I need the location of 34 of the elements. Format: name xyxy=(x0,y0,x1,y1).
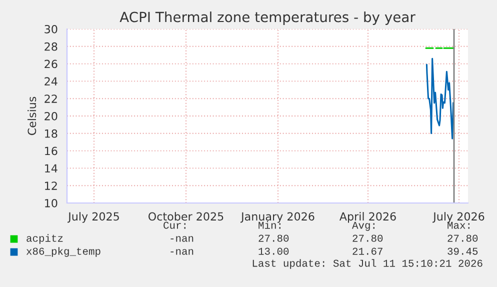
x-tick-label: April 2026 xyxy=(339,212,396,223)
y-tick-label: 26 xyxy=(44,60,58,68)
y-tick-label: 18 xyxy=(45,129,58,138)
text: 39.45 xyxy=(448,248,478,255)
y-tick-label: 30 xyxy=(44,24,58,34)
text: Last update: Sat Jul 11 15:10:21 2026 xyxy=(252,259,482,269)
text: Max: xyxy=(448,222,470,229)
y-tick-label: 10 xyxy=(45,198,58,208)
line-series xyxy=(426,58,454,140)
x-tick-label: July 2026 xyxy=(432,212,484,223)
x-tick-label: October 2025 xyxy=(148,212,224,221)
y-tick-label: 22 xyxy=(44,94,57,103)
text: 13.00 xyxy=(258,248,289,255)
text: 27.80 xyxy=(258,234,289,242)
legend-label: x86_pkg_temp xyxy=(26,247,100,257)
text: Cur: xyxy=(164,222,186,229)
legend-label: acpitz xyxy=(26,234,63,244)
text: -nan xyxy=(170,249,194,255)
x-tick-label: July 2025 xyxy=(68,212,119,223)
text: 27.80 xyxy=(352,234,383,242)
y-axis-title: Celsius xyxy=(28,96,36,136)
y-tick-label: 24 xyxy=(44,77,58,86)
y-tick-label: 16 xyxy=(45,146,58,156)
text: -nan xyxy=(170,236,194,242)
y-tick-label: 20 xyxy=(44,112,58,120)
chart-title: ACPI Thermal zone temperatures - by year xyxy=(120,12,416,25)
x-tick-label: January 2026 xyxy=(240,212,314,223)
text: 27.80 xyxy=(448,234,478,242)
y-tick-label: 28 xyxy=(44,42,58,51)
text: Min: xyxy=(258,221,280,229)
text: Avg: xyxy=(352,222,374,231)
y-tick-label: 12 xyxy=(45,182,57,190)
text: 21.67 xyxy=(352,248,382,255)
y-tick-label: 14 xyxy=(45,164,58,172)
